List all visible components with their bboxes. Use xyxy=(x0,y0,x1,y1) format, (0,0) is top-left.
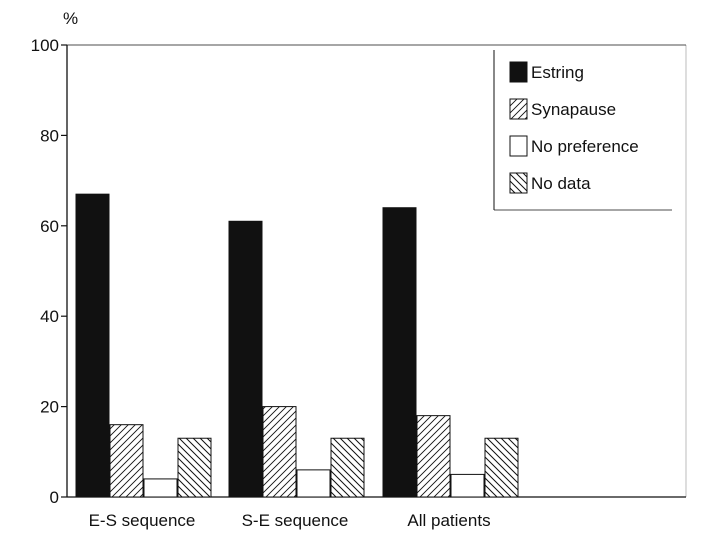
bar-estring xyxy=(228,220,263,498)
y-axis-unit: % xyxy=(63,9,78,28)
bar-no-preference xyxy=(143,478,178,498)
bar-no-data xyxy=(330,437,365,498)
y-tick-label: 0 xyxy=(50,488,59,507)
bar-estring xyxy=(75,193,110,498)
legend-swatch xyxy=(509,135,528,157)
bar-synapause xyxy=(262,406,297,498)
legend-label: No data xyxy=(531,174,591,193)
y-ticks: 0 20 40 60 80 100 xyxy=(31,36,67,507)
legend-label: No preference xyxy=(531,137,639,156)
bar-no-data xyxy=(177,437,212,498)
y-tick-label: 20 xyxy=(40,398,59,417)
legend-label: Estring xyxy=(531,63,584,82)
legend-swatch xyxy=(509,172,528,194)
legend: Estring Synapause No preference No data xyxy=(493,50,672,211)
bar-synapause xyxy=(416,415,451,498)
category-label: All patients xyxy=(407,511,490,530)
y-tick-label: 40 xyxy=(40,307,59,326)
bars xyxy=(75,193,519,498)
y-tick-label: 100 xyxy=(31,36,59,55)
bar-synapause xyxy=(109,424,144,498)
legend-label: Synapause xyxy=(531,100,616,119)
bar-no-preference xyxy=(296,469,331,498)
legend-swatch xyxy=(509,98,528,120)
bar-estring xyxy=(382,207,417,498)
y-tick-label: 60 xyxy=(40,217,59,236)
category-labels: E-S sequence S-E sequence All patients xyxy=(89,511,491,530)
bar-no-preference xyxy=(450,473,485,498)
category-label: E-S sequence xyxy=(89,511,196,530)
legend-swatch xyxy=(509,61,528,83)
category-label: S-E sequence xyxy=(242,511,349,530)
bar-no-data xyxy=(484,437,519,498)
y-tick-label: 80 xyxy=(40,126,59,145)
